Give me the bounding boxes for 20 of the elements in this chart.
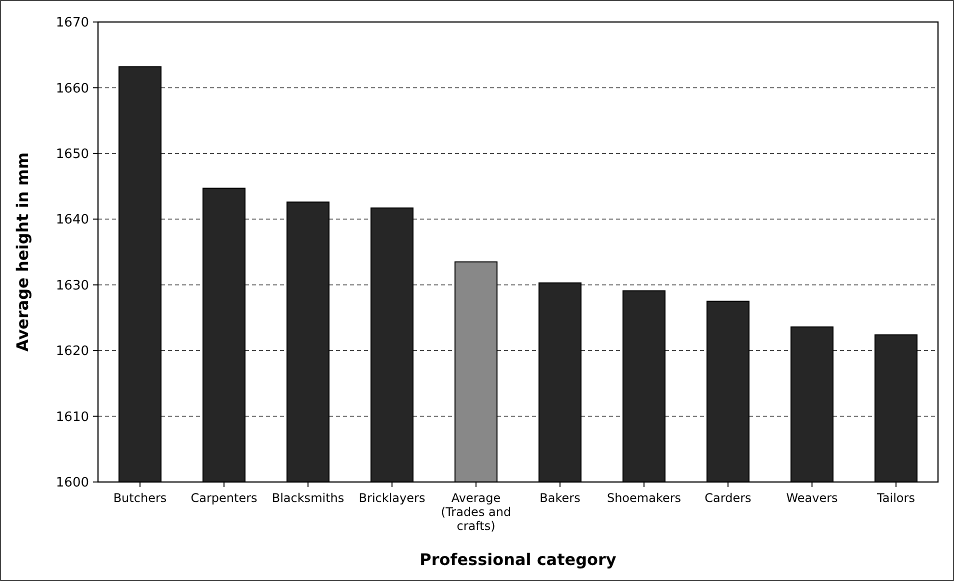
- x-tick-label: Carpenters: [190, 491, 258, 505]
- y-tick-label: 1640: [56, 212, 89, 228]
- y-tick-label: 1620: [56, 344, 89, 360]
- y-tick-label: 1650: [56, 146, 89, 162]
- y-tick-label: 1670: [56, 16, 89, 31]
- x-axis-title: Professional category: [420, 550, 617, 569]
- x-tick-label: Butchers: [113, 491, 167, 505]
- x-tick-label: Bakers: [540, 491, 580, 505]
- x-tick-label: Shoemakers: [606, 491, 682, 505]
- x-tick-label: Average (Trades and crafts): [440, 491, 512, 533]
- y-tick-label: 1610: [56, 410, 89, 425]
- y-tick-label: 1660: [56, 81, 89, 96]
- x-tick-label: Bricklayers: [358, 491, 426, 505]
- y-axis-title: Average height in mm: [13, 152, 32, 352]
- x-tick-label: Blacksmiths: [272, 491, 344, 505]
- x-tick-label: Tailors: [876, 491, 915, 505]
- y-tick-label: 1600: [56, 476, 89, 491]
- x-tick-label: Weavers: [786, 491, 838, 505]
- y-tick-label: 1630: [56, 278, 89, 294]
- x-tick-label: Carders: [704, 491, 752, 505]
